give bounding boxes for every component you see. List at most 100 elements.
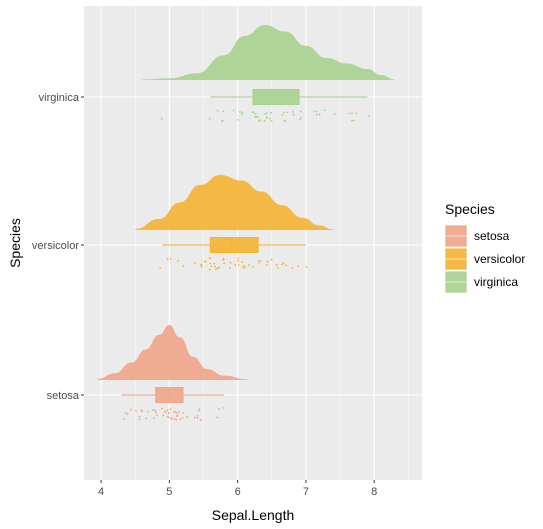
rain-point-setosa (162, 414, 165, 417)
rain-point-virginica (241, 113, 243, 115)
rain-point-virginica (254, 115, 257, 118)
rain-point-setosa (197, 409, 200, 412)
rain-point-virginica (258, 119, 261, 122)
rain-point-virginica (222, 110, 225, 113)
rain-point-setosa (178, 410, 180, 413)
rain-point-versicolor (222, 258, 225, 261)
rain-point-virginica (299, 118, 301, 121)
rain-point-setosa (166, 409, 169, 412)
rain-point-setosa (138, 415, 141, 418)
rain-point-setosa (152, 417, 155, 419)
y-axis-title: Species (7, 218, 23, 268)
boxplots (121, 89, 368, 403)
rain-point-versicolor (223, 262, 225, 265)
rain-point-virginica (333, 113, 336, 115)
rain-point-versicolor (265, 263, 268, 266)
rain-point-virginica (350, 112, 353, 114)
rain-point-versicolor (176, 259, 179, 262)
rain-point-versicolor (285, 264, 288, 267)
density-cloud-versicolor (135, 175, 334, 230)
rain-point-setosa (124, 411, 127, 414)
rain-point-versicolor (216, 267, 219, 270)
rain-point-setosa (126, 413, 129, 415)
rain-point-versicolor (229, 261, 232, 264)
rain-point-virginica (239, 111, 241, 113)
rain-point-versicolor (208, 268, 211, 271)
rain-point-setosa (175, 418, 178, 421)
rain-point-setosa (173, 417, 176, 420)
rain-point-versicolor (209, 262, 212, 265)
rain-point-versicolor (275, 263, 278, 266)
rain-point-virginica (281, 113, 284, 116)
rain-point-virginica (264, 113, 266, 115)
rain-point-setosa (173, 411, 176, 414)
rain-point-versicolor (237, 264, 240, 266)
rain-point-setosa (169, 408, 172, 410)
rain-point-versicolor (270, 258, 273, 261)
rain-point-versicolor (297, 265, 299, 268)
rain-point-versicolor (241, 266, 244, 269)
rain-point-versicolor (215, 268, 218, 271)
rain-point-virginica (292, 113, 295, 116)
rain-point-setosa (135, 409, 137, 412)
rain-point-setosa (175, 411, 178, 414)
density-clouds (97, 25, 395, 380)
rain-point-setosa (170, 416, 173, 419)
rain-point-virginica (252, 111, 255, 114)
rain-point-setosa (141, 410, 143, 413)
rain-point-virginica (300, 116, 302, 119)
box-versicolor (209, 237, 259, 253)
legend-keys: setosa versicolor virginica (445, 225, 525, 293)
rain-point-virginica (266, 117, 268, 120)
rain-point-setosa (156, 414, 158, 417)
rain-point-virginica (315, 113, 318, 116)
rain-point-virginica (269, 117, 272, 120)
rain-point-virginica (353, 119, 355, 122)
rain-point-setosa (164, 410, 166, 413)
rain-point-virginica (237, 118, 240, 121)
rain-point-setosa (181, 416, 184, 419)
y-tick-label-setosa: setosa (47, 390, 80, 402)
rain-point-setosa (123, 418, 125, 420)
legend-label-virginica: virginica (474, 275, 518, 289)
rain-point-setosa (166, 415, 169, 418)
rain-point-virginica (284, 120, 287, 123)
rain-point-versicolor (234, 263, 237, 266)
rain-point-virginica (323, 109, 326, 112)
rain-point-virginica (313, 110, 316, 112)
rain-point-setosa (218, 408, 220, 411)
y-tick-label-virginica: virginica (39, 92, 80, 104)
rain-point-virginica (368, 115, 370, 117)
minor-gridlines (134, 6, 409, 480)
rain-point-virginica (286, 111, 289, 114)
rain-point-versicolor (247, 264, 250, 267)
rain-point-versicolor (257, 262, 260, 265)
rain-point-setosa (196, 414, 199, 417)
density-cloud-virginica (142, 25, 395, 80)
rain-point-versicolor (166, 258, 169, 261)
legend-label-versicolor: versicolor (474, 252, 525, 266)
rain-point-versicolor (258, 260, 260, 262)
rain-point-virginica (221, 119, 224, 122)
box-virginica (252, 89, 300, 105)
rain-point-versicolor (210, 265, 213, 268)
rain-point-setosa (152, 409, 155, 411)
rain-point-virginica (348, 112, 350, 115)
rain-point-virginica (241, 111, 244, 114)
rain-point-versicolor (243, 266, 246, 269)
rain-point-setosa (222, 407, 225, 409)
x-axis: 4 5 6 7 8 (98, 480, 377, 498)
rain-point-versicolor (305, 266, 308, 268)
rain-point-virginica (355, 112, 357, 115)
rain-point-versicolor (213, 262, 216, 265)
rain-point-setosa (138, 418, 141, 421)
rain-point-setosa (199, 418, 202, 421)
x-tick-label: 6 (235, 486, 241, 498)
rain-point-virginica (256, 115, 259, 118)
rain-point-versicolor (266, 260, 269, 263)
rain-point-virginica (269, 112, 272, 115)
rain-point-setosa (146, 410, 149, 413)
rain-point-versicolor (243, 264, 246, 267)
rain-point-virginica (232, 109, 235, 112)
